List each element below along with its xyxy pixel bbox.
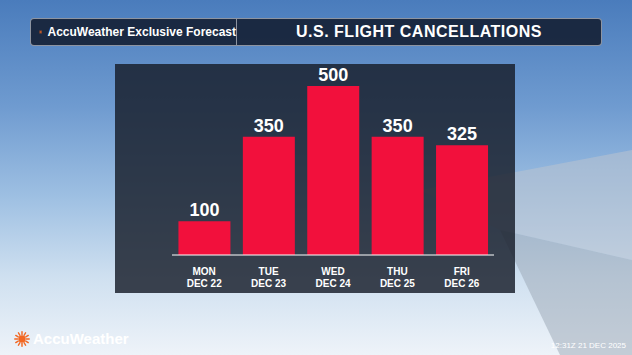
svg-text:500: 500 <box>318 65 348 85</box>
svg-text:THUDEC 25: THUDEC 25 <box>380 266 415 289</box>
html-text:12:31Z 21 DEC 2025: 12:31Z 21 DEC 2025 <box>550 341 626 350</box>
html-text:U.S. FLIGHT CANCELLATIONS: U.S. FLIGHT CANCELLATIONS <box>296 23 542 40</box>
svg-text:350: 350 <box>383 116 413 136</box>
svg-text:100: 100 <box>189 200 219 220</box>
html-text:AccuWeather: AccuWeather <box>33 330 129 347</box>
svg-text:FRIDEC 26: FRIDEC 26 <box>444 266 479 289</box>
svg-text:MONDEC 22: MONDEC 22 <box>187 266 222 289</box>
html-text:AccuWeather Exclusive Forecast: AccuWeather Exclusive Forecast <box>47 25 236 39</box>
svg-text:325: 325 <box>447 124 477 144</box>
svg-text:WEDDEC 24: WEDDEC 24 <box>315 266 350 289</box>
svg-text:TUEDEC 23: TUEDEC 23 <box>251 266 286 289</box>
svg-text:350: 350 <box>254 116 284 136</box>
